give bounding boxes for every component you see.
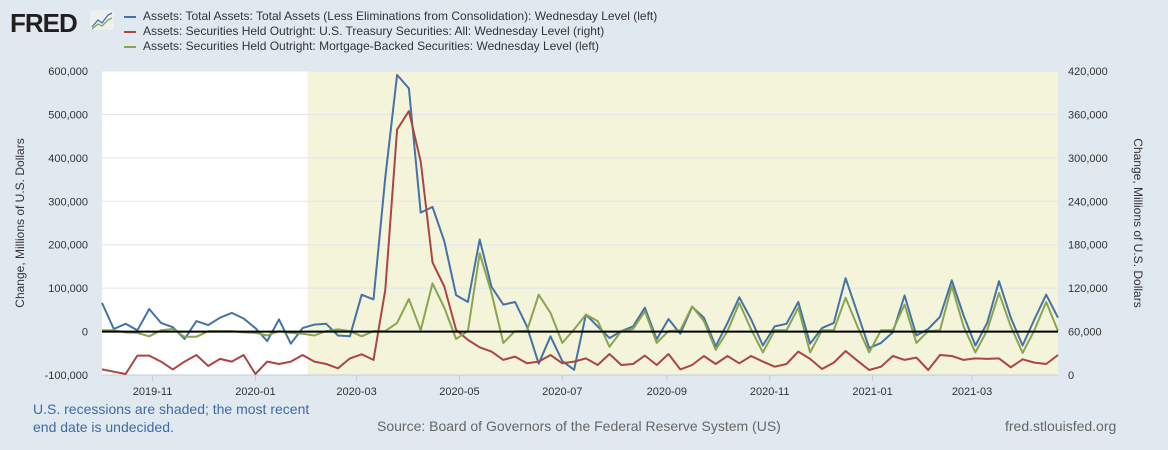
- x-tick-label: 2021-03: [952, 386, 992, 398]
- y-tick-left: 100,000: [48, 283, 88, 295]
- legend-swatch: [124, 15, 136, 18]
- y-tick-right: 360,000: [1068, 109, 1108, 121]
- series-line-1: [101, 110, 1059, 375]
- y-tick-right: 0: [1068, 370, 1074, 382]
- legend-item-treasury[interactable]: Assets: Securities Held Outright: U.S. T…: [124, 24, 657, 39]
- y-tick-right: 180,000: [1068, 240, 1108, 252]
- chart-legend: Assets: Total Assets: Total Assets (Less…: [124, 9, 657, 54]
- x-tick-label: 2021-01: [852, 386, 892, 398]
- fred-logo[interactable]: FRED: [10, 8, 78, 39]
- source-note: Source: Board of Governors of the Federa…: [377, 418, 781, 434]
- y-tick-left: 300,000: [48, 196, 88, 208]
- recession-note-line1: U.S. recessions are shaded; the most rec…: [33, 401, 310, 417]
- y-tick-right: 420,000: [1068, 66, 1108, 78]
- x-tick-label: 2020-09: [647, 386, 687, 398]
- y-tick-right: 300,000: [1068, 153, 1108, 165]
- legend-item-mbs[interactable]: Assets: Securities Held Outright: Mortga…: [124, 39, 657, 54]
- x-tick-label: 2020-01: [235, 386, 275, 398]
- legend-label: Assets: Securities Held Outright: U.S. T…: [143, 24, 605, 38]
- y-tick-left: 600,000: [48, 66, 88, 78]
- y-tick-right: 240,000: [1068, 196, 1108, 208]
- legend-swatch: [124, 45, 136, 48]
- recession-note: U.S. recessions are shaded; the most rec…: [33, 400, 309, 436]
- y-tick-left: 0: [82, 327, 88, 339]
- y-tick-left: 400,000: [48, 153, 88, 165]
- legend-item-total-assets[interactable]: Assets: Total Assets: Total Assets (Less…: [124, 9, 657, 24]
- series-line-2: [102, 252, 1059, 354]
- y-tick-left: 200,000: [48, 240, 88, 252]
- y-tick-left: 500,000: [48, 109, 88, 121]
- y-axis-title-left: Change, Millions of U.S. Dollars: [13, 138, 27, 307]
- chart-logo-icon: [90, 10, 114, 30]
- legend-swatch: [124, 30, 136, 33]
- y-tick-right: 120,000: [1068, 283, 1108, 295]
- y-axis-title-right: Change, Millions of U.S. Dollars: [1131, 138, 1145, 307]
- x-tick-label: 2020-05: [439, 386, 479, 398]
- logo-text: FRED: [10, 8, 78, 38]
- y-tick-left: -100,000: [45, 370, 88, 382]
- x-tick-label: 2020-07: [542, 386, 582, 398]
- legend-label: Assets: Securities Held Outright: Mortga…: [143, 39, 599, 53]
- site-link[interactable]: fred.stlouisfed.org: [1005, 418, 1117, 434]
- x-tick-label: 2020-03: [336, 386, 376, 398]
- x-tick-label: 2020-11: [750, 386, 790, 398]
- legend-label: Assets: Total Assets: Total Assets (Less…: [143, 9, 658, 23]
- y-tick-right: 60,000: [1068, 327, 1102, 339]
- x-tick-label: 2019-11: [133, 386, 173, 398]
- recession-note-line2: end date is undecided.: [33, 419, 174, 435]
